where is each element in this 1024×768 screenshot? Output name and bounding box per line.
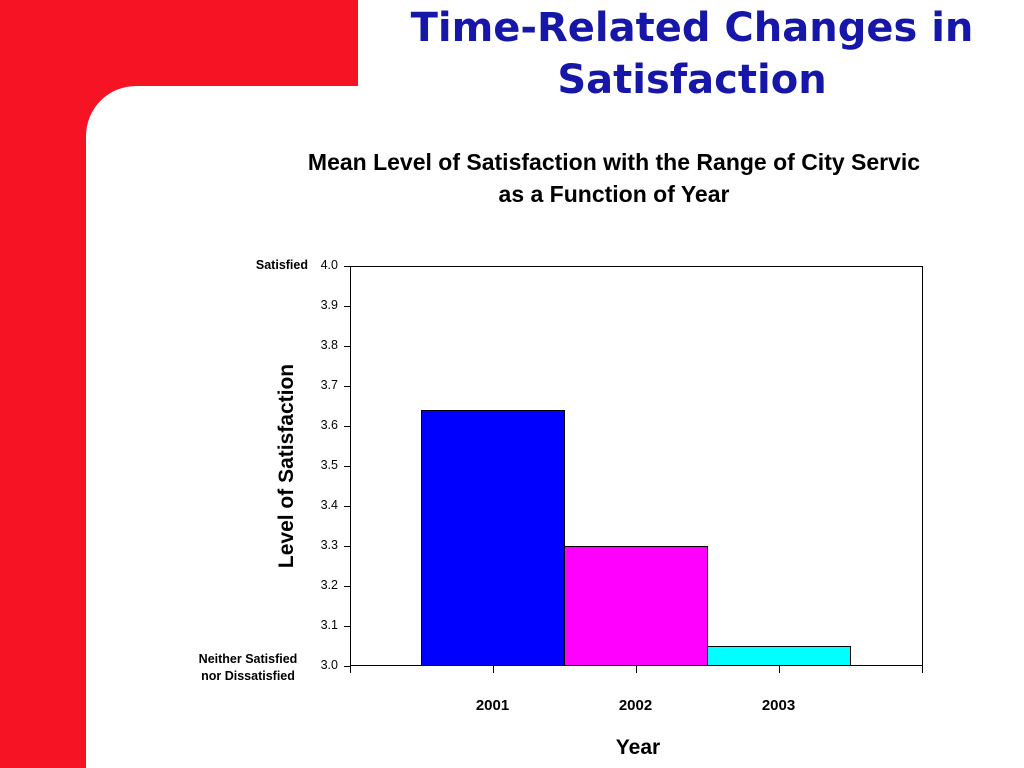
y-tick-label: 3.7 [320, 378, 338, 392]
red-sidebar-decoration [0, 0, 86, 768]
x-tick [779, 666, 780, 673]
y-tick [344, 466, 350, 467]
white-corner-curve [86, 86, 186, 186]
bar-2003 [707, 646, 851, 666]
chart-title: Mean Level of Satisfaction with the Rang… [230, 146, 998, 210]
x-tick [922, 666, 923, 673]
x-tick-label: 2001 [475, 697, 510, 714]
x-axis-label: Year [615, 736, 661, 759]
y-annotation-neutral-line1: Neither Satisfied [198, 652, 298, 666]
y-axis-label: Level of Satisfaction [275, 363, 298, 569]
y-tick-label: 3.5 [320, 458, 338, 472]
y-tick [344, 386, 350, 387]
y-tick-label: 4.0 [320, 258, 338, 272]
red-header-decoration [0, 0, 358, 86]
y-annotation-neutral: Neither Satisfied nor Dissatisfied [180, 651, 316, 685]
y-tick-label: 3.8 [320, 338, 338, 352]
chart-title-line2: as a Function of Year [498, 181, 730, 207]
y-annotation-neutral-line2: nor Dissatisfied [201, 669, 295, 683]
x-tick-label: 2002 [618, 697, 653, 714]
y-tick [344, 506, 350, 507]
slide-title-line2: Satisfaction [557, 57, 827, 103]
y-tick [344, 666, 350, 667]
bar-2001 [421, 410, 565, 666]
x-tick-label: 2003 [761, 697, 796, 714]
y-tick-label: 3.2 [320, 578, 338, 592]
y-tick [344, 426, 350, 427]
y-tick-label: 3.4 [320, 498, 338, 512]
bar-2002 [564, 546, 708, 666]
y-tick [344, 306, 350, 307]
y-tick-label: 3.6 [320, 418, 338, 432]
x-tick [636, 666, 637, 673]
y-tick-label: 3.0 [320, 658, 338, 672]
slide-title-line1: Time-Related Changes in [410, 5, 974, 51]
x-tick [493, 666, 494, 673]
x-tick [350, 666, 351, 673]
chart-title-line1: Mean Level of Satisfaction with the Rang… [307, 149, 921, 175]
y-tick [344, 626, 350, 627]
y-tick-label: 3.1 [320, 618, 338, 632]
y-tick [344, 266, 350, 267]
y-tick [344, 546, 350, 547]
y-tick-label: 3.3 [320, 538, 338, 552]
slide-title: Time-Related Changes in Satisfaction [360, 2, 1024, 106]
y-annotation-satisfied: Satisfied [255, 258, 308, 272]
y-tick [344, 586, 350, 587]
y-tick-label: 3.9 [320, 298, 338, 312]
y-tick [344, 346, 350, 347]
